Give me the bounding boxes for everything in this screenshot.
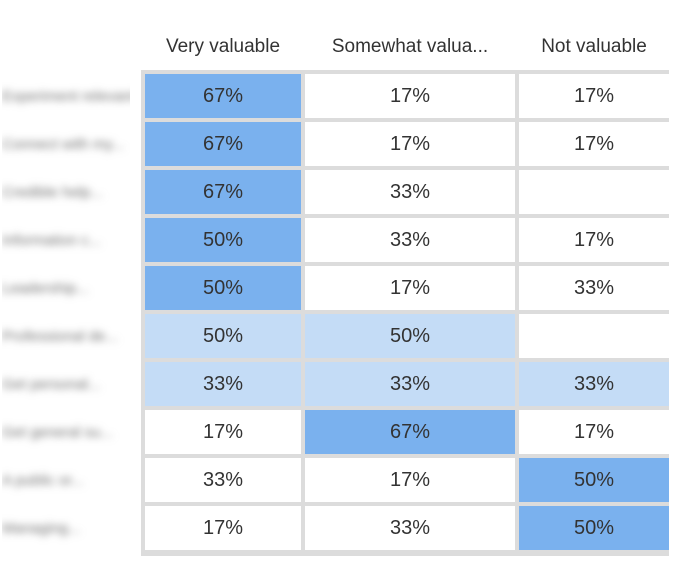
heatmap-cell xyxy=(519,170,669,214)
heatmap-cell: 67% xyxy=(145,74,301,118)
heatmap-cell: 17% xyxy=(519,122,669,166)
row-label-text: Information c... xyxy=(2,231,102,249)
row-label: Information c... xyxy=(2,216,130,264)
heatmap-cell: 33% xyxy=(305,506,515,550)
heatmap-cell: 50% xyxy=(305,314,515,358)
heatmap-cell: 50% xyxy=(145,218,301,262)
heatmap-cell: 17% xyxy=(305,74,515,118)
row-label: A public or... xyxy=(2,456,130,504)
heatmap-cell: 17% xyxy=(305,122,515,166)
heatmap-cell: 17% xyxy=(305,266,515,310)
row-label-text: Managing... xyxy=(2,519,81,537)
column-header: Very valuable xyxy=(165,36,281,57)
heatmap-cell: 33% xyxy=(145,362,301,406)
heatmap-cell: 33% xyxy=(519,362,669,406)
row-label-text: Credible help... xyxy=(2,183,103,201)
row-label-text: Professional de... xyxy=(2,327,118,345)
row-label: Get personal... xyxy=(2,360,130,408)
heatmap-cell: 33% xyxy=(145,458,301,502)
heatmap-cell: 50% xyxy=(145,266,301,310)
heatmap-cell: 33% xyxy=(305,170,515,214)
heatmap-cell: 17% xyxy=(519,410,669,454)
heatmap-cell: 17% xyxy=(145,506,301,550)
heatmap-cell: 50% xyxy=(519,458,669,502)
heatmap-cell: 67% xyxy=(305,410,515,454)
row-label-text: Get general su... xyxy=(2,423,113,441)
heatmap-cell: 50% xyxy=(519,506,669,550)
row-label-text: Connect with my... xyxy=(2,135,125,153)
column-header: Not valuable xyxy=(541,36,647,57)
heatmap-grid: 67% 17% 17% 67% 17% 17% 67% 33% 50% 33% 17% 50% 17% 3… xyxy=(141,70,669,556)
row-label: Managing... xyxy=(2,504,130,552)
row-label-text: Experiment relevant... xyxy=(2,87,130,105)
row-label-text: Get personal... xyxy=(2,375,101,393)
heatmap-cell: 33% xyxy=(519,266,669,310)
row-label: Credible help... xyxy=(2,168,130,216)
column-header: Somewhat valua... xyxy=(331,36,489,57)
row-label: Connect with my... xyxy=(2,120,130,168)
row-label: Professional de... xyxy=(2,312,130,360)
heatmap-cell xyxy=(519,314,669,358)
heatmap-cell: 33% xyxy=(305,362,515,406)
heatmap-cell: 67% xyxy=(145,170,301,214)
heatmap-cell: 33% xyxy=(305,218,515,262)
heatmap-cell: 17% xyxy=(519,74,669,118)
row-label: Get general su... xyxy=(2,408,130,456)
row-label-text: Leadership... xyxy=(2,279,89,297)
row-label: Leadership... xyxy=(2,264,130,312)
heatmap-cell: 67% xyxy=(145,122,301,166)
heatmap-cell: 17% xyxy=(145,410,301,454)
row-label: Experiment relevant... xyxy=(2,72,130,120)
heatmap-cell: 17% xyxy=(305,458,515,502)
heatmap-cell: 17% xyxy=(519,218,669,262)
row-label-text: A public or... xyxy=(2,471,84,489)
heatmap-cell: 50% xyxy=(145,314,301,358)
